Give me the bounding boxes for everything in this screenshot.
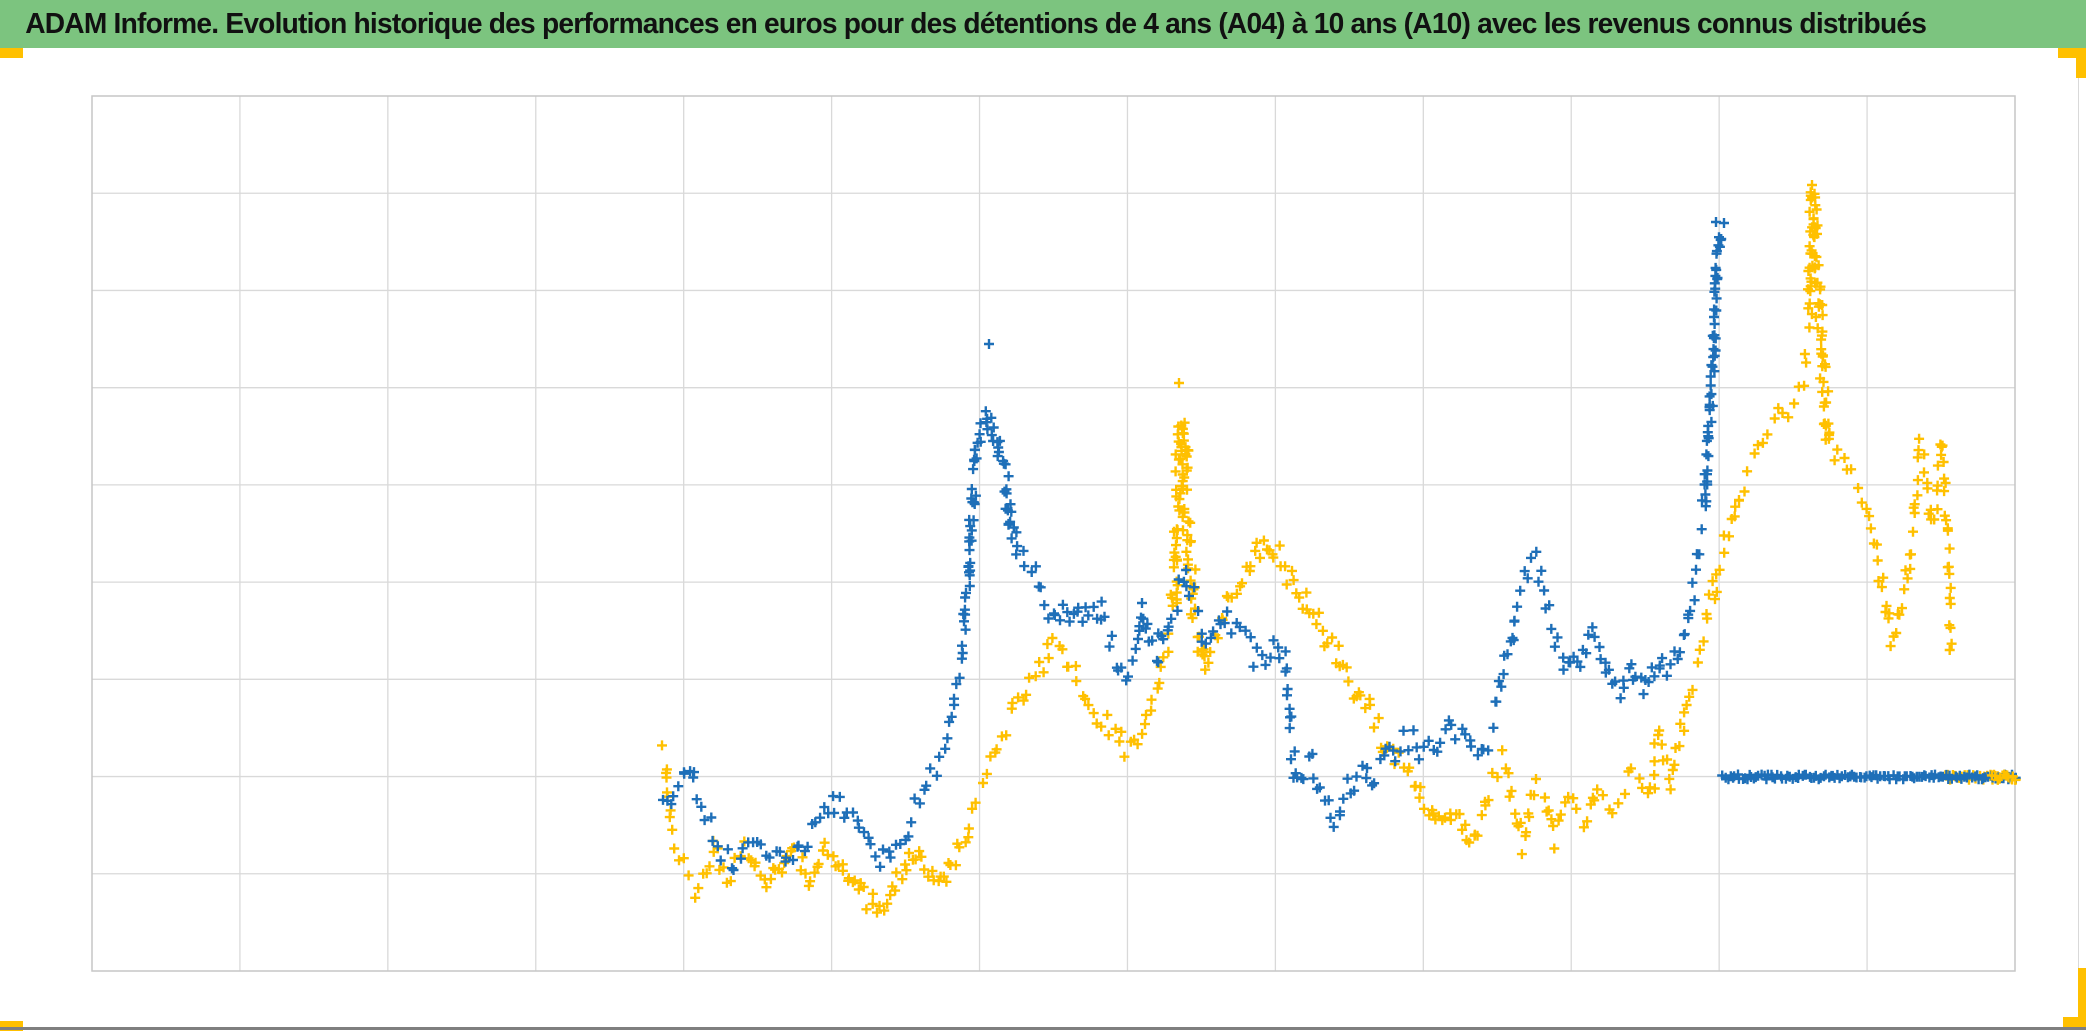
corner-accent-bottom-left xyxy=(0,1021,23,1031)
corner-accent-top-right-horizontal xyxy=(2058,48,2086,58)
corner-accent-bottom-right-horizontal xyxy=(2063,1017,2086,1030)
scatter-chart[interactable] xyxy=(0,48,2086,1031)
series-yellow-points xyxy=(1200,535,1404,770)
series-blue xyxy=(658,217,2021,875)
corner-accent-top-right-vertical xyxy=(2076,48,2086,78)
bottom-rule xyxy=(0,1027,2086,1030)
series-yellow-points xyxy=(1986,769,2021,785)
chart-frame-right-border xyxy=(2078,48,2079,1027)
series-blue-points xyxy=(658,616,971,875)
series-yellow xyxy=(657,180,2021,918)
series-blue-points xyxy=(1011,545,1494,832)
series-yellow-points xyxy=(1165,417,1210,662)
series-yellow-points xyxy=(657,740,981,918)
corner-accent-top-left xyxy=(0,48,23,58)
series-yellow-points xyxy=(1803,187,1840,466)
series-yellow-points xyxy=(978,628,1174,788)
title-bar: ADAM Informe. Evolution historique des p… xyxy=(0,0,2086,48)
series-blue-points xyxy=(1488,524,1707,733)
series-yellow-points xyxy=(1832,433,1957,655)
corner-accent-bottom-right-vertical xyxy=(2078,968,2086,1028)
series-yellow-points xyxy=(1399,684,1698,860)
series-yellow-points xyxy=(1692,349,1812,668)
series-blue-points xyxy=(1717,769,2021,785)
series-blue-outliers xyxy=(984,217,1729,608)
plot-border xyxy=(91,95,2016,972)
series-blue-points xyxy=(1697,232,1727,512)
series-blue-points xyxy=(958,406,1023,620)
page-title: ADAM Informe. Evolution historique des p… xyxy=(25,7,1927,40)
gridlines xyxy=(92,96,2015,971)
series-yellow-outliers xyxy=(1174,180,1817,388)
